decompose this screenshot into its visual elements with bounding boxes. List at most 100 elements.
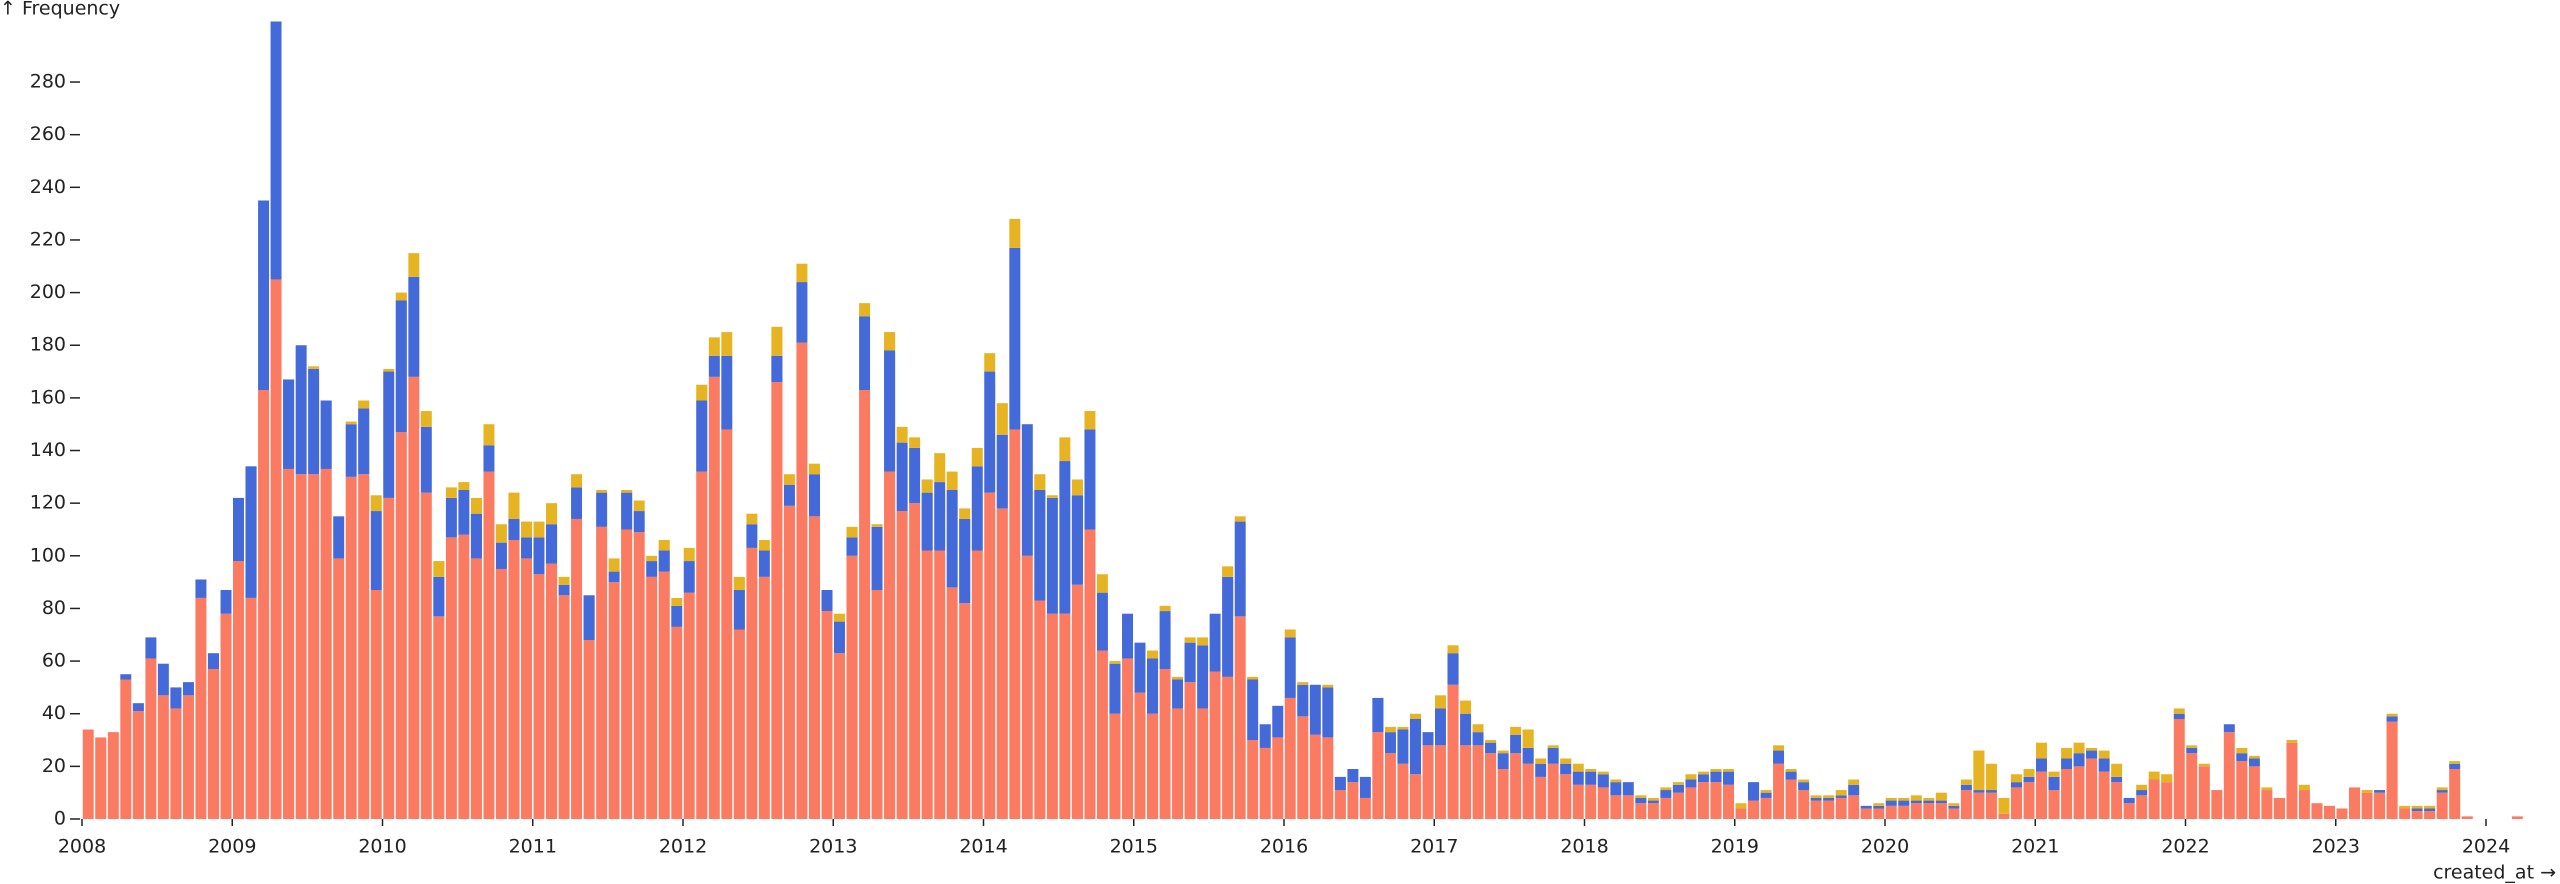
bar-segment (1071, 495, 1083, 585)
bar-segment (921, 550, 933, 819)
y-axis-label: ↑ Frequency (0, 0, 120, 20)
bar-segment (896, 426, 908, 443)
bar-segment (408, 253, 420, 277)
bar-segment (909, 503, 921, 819)
bar-segment (721, 355, 733, 430)
bar-segment (408, 276, 420, 377)
bar-segment (2073, 742, 2085, 754)
bar-segment (2449, 763, 2461, 769)
bar-segment (946, 471, 958, 490)
bar-segment (1885, 805, 1897, 819)
bar-segment (2086, 758, 2098, 819)
bar-segment (821, 590, 833, 612)
bar-segment (2186, 747, 2198, 754)
bar-segment (1472, 745, 1484, 819)
bar-segment (1384, 726, 1396, 733)
bar-segment (1835, 795, 1847, 798)
bar-segment (758, 576, 770, 819)
bar-segment (508, 540, 520, 819)
bar-segment (1485, 740, 1497, 743)
bar-segment (1547, 763, 1559, 819)
bar-segment (2023, 782, 2035, 819)
bar-segment (583, 640, 595, 819)
bar-segment (345, 476, 357, 819)
bar-segment (1773, 750, 1785, 764)
bar-segment (1948, 803, 1960, 806)
bar-segment (195, 597, 207, 819)
bar-segment (245, 597, 257, 819)
bar-segment (2048, 771, 2060, 777)
bar-segment (120, 674, 132, 680)
bar-segment (1009, 429, 1021, 819)
y-tick-label: 200 (30, 281, 66, 303)
bar-segment (909, 437, 921, 448)
bar-segment (683, 547, 695, 562)
bar-segment (2286, 740, 2298, 743)
bar-segment (934, 453, 946, 483)
bar-segment (1034, 474, 1046, 490)
bar-segment (946, 490, 958, 588)
bar-segment (2236, 753, 2248, 762)
x-tick-label: 2011 (509, 836, 557, 858)
bar-segment (2073, 753, 2085, 767)
bar-segment (571, 487, 583, 519)
bar-segment (1384, 732, 1396, 754)
bar-segment (1522, 747, 1534, 764)
bar-segment (1610, 779, 1622, 783)
bar-segment (1672, 792, 1684, 819)
bar-segment (2399, 808, 2411, 819)
bar-segment (2148, 771, 2160, 780)
bar-segment (1322, 687, 1334, 738)
bar-segment (1409, 718, 1422, 775)
bar-segment (1898, 800, 1910, 806)
bar-segment (1234, 521, 1246, 617)
bar-segment (132, 711, 144, 819)
bar-segment (934, 482, 946, 551)
bar-segment (696, 384, 708, 401)
bar-segment (1159, 611, 1171, 669)
bar-segment (1096, 650, 1108, 819)
bar-segment (708, 337, 720, 356)
bar-segment (320, 400, 332, 469)
bar-segment (1109, 661, 1121, 664)
bar-segment (596, 526, 608, 819)
bar-segment (1923, 803, 1935, 819)
y-tick-label: 240 (30, 176, 66, 198)
bar-segment (2010, 787, 2023, 819)
bar-segment (1835, 797, 1847, 819)
y-tick-label: 260 (30, 123, 66, 145)
bar-segment (2173, 713, 2185, 719)
bar-segment (2399, 805, 2411, 809)
bar-segment (2123, 797, 2135, 804)
bar-segment (383, 497, 395, 819)
bar-segment (2248, 755, 2260, 759)
bar-segment (1409, 774, 1422, 819)
bar-segment (1672, 784, 1684, 793)
bar-segment (871, 524, 883, 527)
bar-segment (1046, 497, 1058, 614)
x-tick-label: 2017 (1410, 836, 1458, 858)
bar-segment (1697, 782, 1709, 819)
bar-segment (2123, 803, 2135, 819)
bar-segment (495, 524, 507, 543)
bar-segment (145, 637, 157, 659)
bar-segment (1823, 795, 1835, 798)
bar-segment (1810, 795, 1822, 798)
bar-segment (495, 542, 507, 569)
bar-segment (558, 576, 570, 585)
bar-segment (859, 389, 871, 819)
bar-segment (1184, 637, 1196, 643)
bar-segment (233, 561, 244, 819)
bar-segment (1960, 779, 1972, 785)
bar-segment (1635, 803, 1647, 819)
bar-segment (308, 474, 320, 819)
bar-segment (596, 492, 608, 527)
bar-segment (1359, 797, 1371, 819)
bar-segment (984, 353, 996, 372)
x-tick-label: 2009 (208, 836, 256, 858)
bar-segment (2236, 761, 2248, 819)
bar-segment (796, 342, 808, 819)
bar-segment (1660, 787, 1672, 791)
bar-segment (2173, 708, 2185, 714)
